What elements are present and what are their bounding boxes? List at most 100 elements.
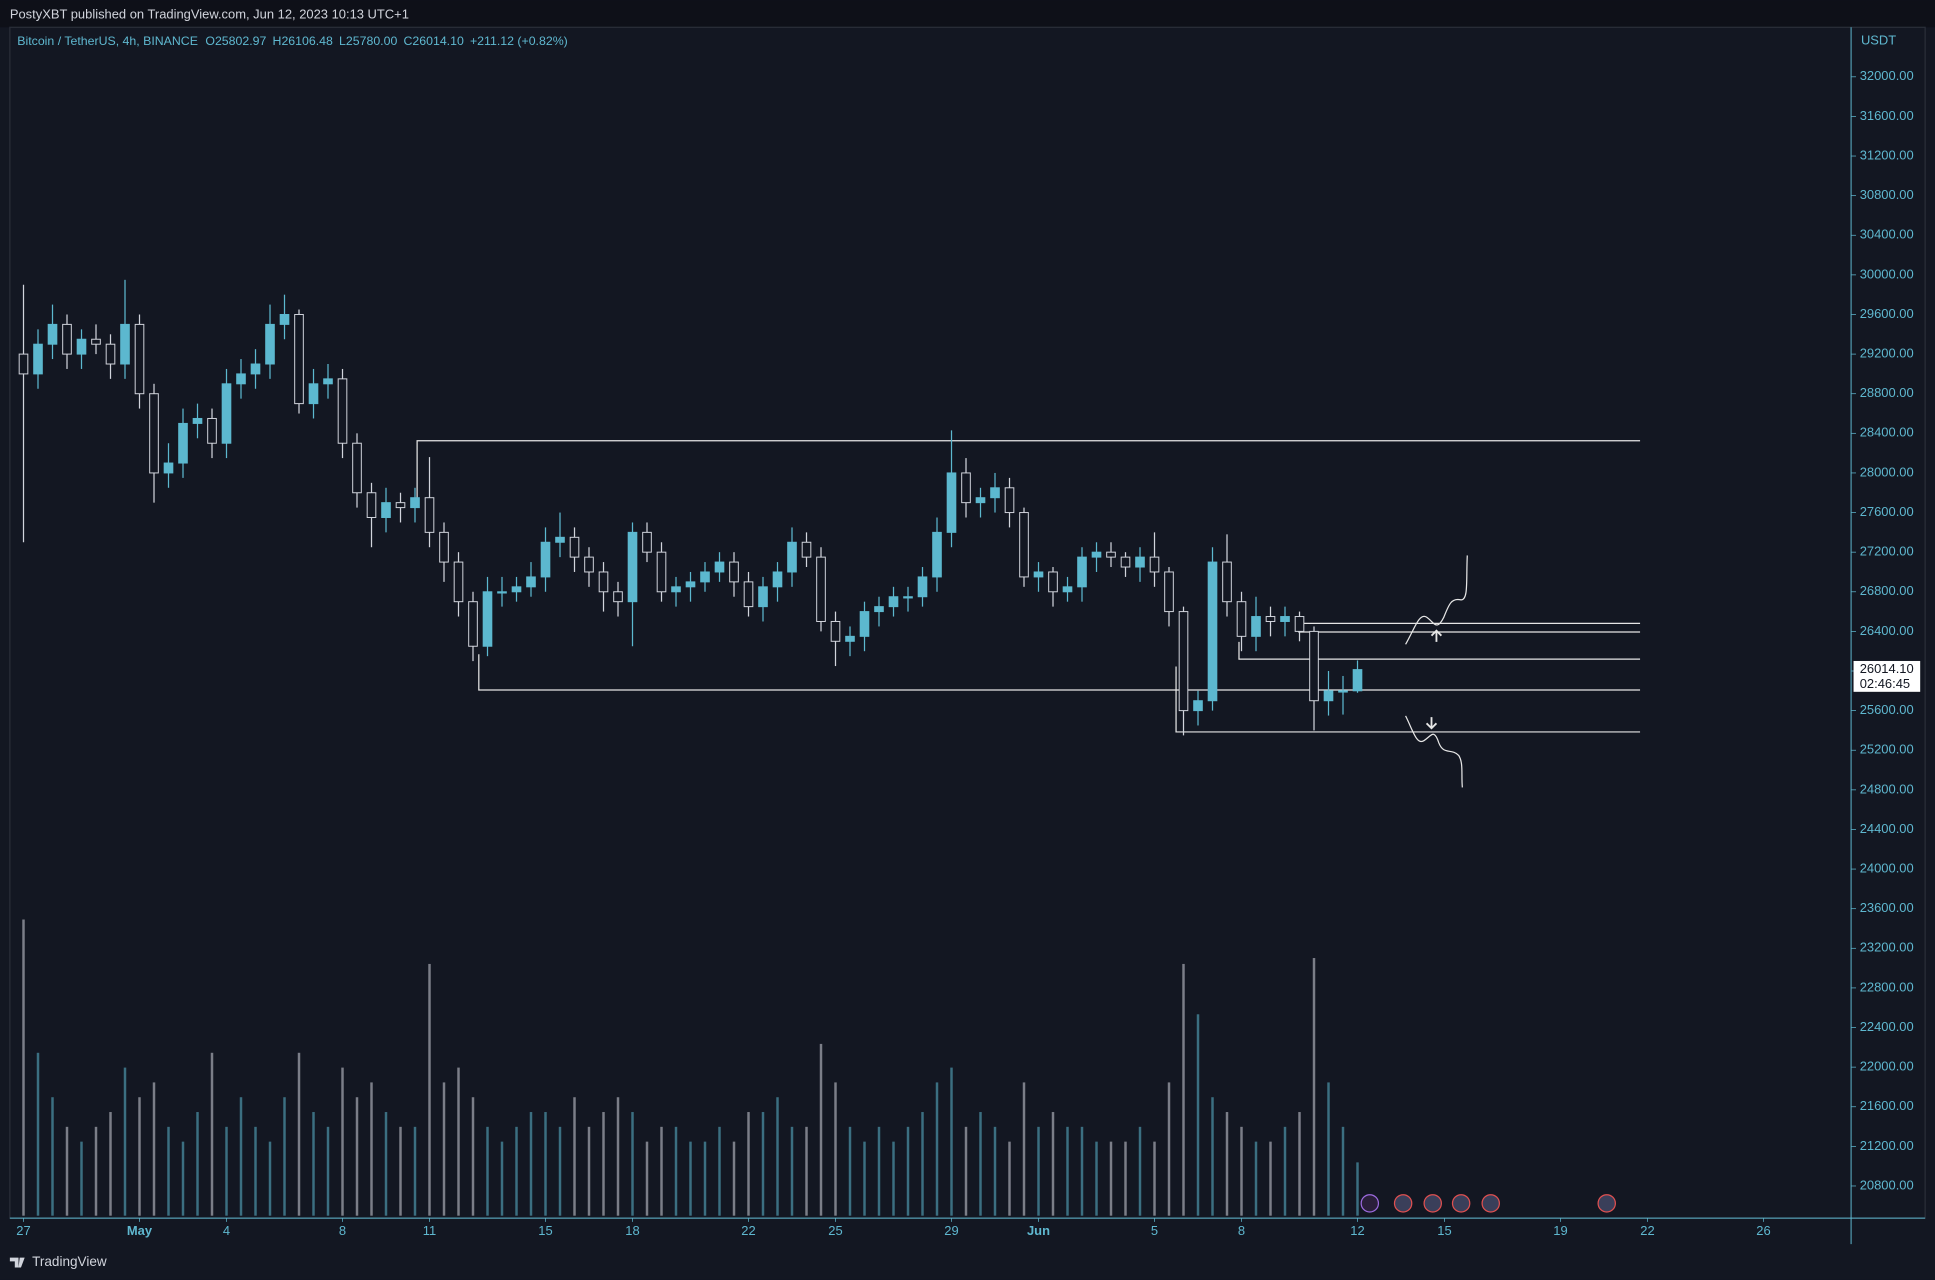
candle-body — [932, 531, 942, 578]
candle-body — [453, 561, 464, 603]
y-tick-label: 31600.00 — [1860, 108, 1914, 123]
up-arrow — [1430, 629, 1443, 642]
candle-body — [1309, 630, 1319, 702]
volume-bar — [254, 1126, 257, 1216]
y-tick-label: 24000.00 — [1860, 860, 1914, 875]
candle-body — [526, 576, 536, 588]
volume-bar — [297, 1052, 301, 1216]
candle-body — [1222, 561, 1232, 603]
volume-bar — [892, 1141, 895, 1216]
legend-value: 26014.10 — [412, 34, 464, 48]
candle-body — [1352, 669, 1363, 692]
volume-bar — [442, 1082, 446, 1216]
y-tick-label: 24400.00 — [1860, 821, 1914, 836]
candle-body — [1135, 556, 1145, 568]
candle-body — [830, 620, 841, 642]
volume-bar — [94, 1126, 98, 1216]
candle-body — [642, 531, 652, 553]
candle-body — [33, 343, 43, 375]
publisher: PostyXBT published on TradingView.com, J… — [10, 6, 409, 21]
legend: Bitcoin / TetherUS, 4h, BINANCE O25802.97… — [17, 34, 568, 48]
volume-bar — [979, 1112, 982, 1216]
candle-body — [511, 586, 522, 593]
candle-body — [627, 531, 638, 603]
volume-bar — [1211, 1097, 1214, 1216]
volume-bar — [660, 1126, 663, 1216]
y-tick-label: 23600.00 — [1860, 900, 1914, 915]
volume-bar — [950, 1067, 953, 1216]
volume-bar — [747, 1112, 750, 1216]
candle-body — [1323, 690, 1334, 702]
y-tick-label: 28000.00 — [1860, 464, 1914, 479]
volume-bar — [384, 1112, 388, 1216]
candle-body — [671, 586, 681, 593]
candle-body — [120, 323, 130, 365]
event-icon — [1481, 1194, 1500, 1213]
last-price-box — [1853, 660, 1921, 692]
candle-body — [1062, 586, 1073, 593]
candle-body — [221, 383, 232, 444]
volume-bar — [500, 1141, 504, 1216]
y-tick-label: 23200.00 — [1860, 940, 1914, 955]
volume-bar — [703, 1141, 707, 1216]
candle-body — [569, 536, 580, 558]
candle-body — [192, 417, 203, 424]
volume-bar — [1269, 1141, 1272, 1216]
candle-body — [395, 502, 406, 509]
candle-body — [1207, 561, 1218, 702]
x-tick-label: Jun — [1027, 1223, 1050, 1238]
candle-body — [323, 378, 333, 385]
x-tick-label: 22 — [1640, 1223, 1654, 1238]
candle-body — [801, 541, 812, 558]
candle-body — [1236, 601, 1247, 637]
candle-body — [816, 556, 826, 622]
x-tick-label: 15 — [538, 1223, 552, 1238]
candle-body — [961, 472, 971, 504]
bullish-path — [1405, 555, 1468, 645]
y-tick-label: 25600.00 — [1860, 702, 1914, 717]
x-tick-label: 11 — [423, 1223, 436, 1238]
candle-body — [294, 313, 304, 405]
candle-body — [1033, 571, 1044, 578]
candle-body — [613, 591, 623, 603]
candle-body — [743, 581, 754, 608]
volume-bar — [834, 1082, 837, 1216]
candle-body — [439, 531, 449, 563]
x-tick-label: May — [127, 1223, 153, 1238]
volume-bars — [22, 919, 1359, 1216]
y-tick-label: 20800.00 — [1860, 1177, 1914, 1192]
volume-bar — [1283, 1126, 1287, 1216]
volume-bar — [138, 1097, 141, 1216]
volume-bar — [1341, 1126, 1345, 1216]
candle-body — [1091, 551, 1102, 558]
candle-body — [308, 383, 319, 405]
volume-bar — [645, 1141, 649, 1216]
volume-bar — [689, 1141, 692, 1216]
legend-value: 25802.97 — [215, 34, 267, 48]
volume-bar — [239, 1097, 243, 1216]
candle-body — [178, 422, 188, 464]
volume-bar — [761, 1112, 765, 1216]
y-tick-label: 27200.00 — [1860, 544, 1914, 559]
currency: USDT — [1861, 32, 1896, 47]
candle-body — [381, 502, 391, 518]
volume-bar — [123, 1067, 127, 1216]
volume-bar — [819, 1043, 823, 1216]
candle-body — [772, 571, 783, 588]
candle-body — [1004, 487, 1015, 514]
volume-bar — [906, 1126, 910, 1216]
candle-body — [1338, 690, 1348, 693]
volume-bar — [326, 1126, 330, 1216]
footer-logo — [9, 1257, 25, 1268]
volume-bar — [167, 1126, 170, 1216]
candle-body — [1294, 616, 1305, 632]
y-tick-label: 28800.00 — [1860, 385, 1914, 400]
candle-body — [265, 323, 275, 365]
candle-body — [236, 373, 246, 385]
x-tick-label: 15 — [1437, 1223, 1451, 1238]
volume-bar — [1167, 1082, 1171, 1216]
volume-bar — [1298, 1112, 1301, 1216]
y-tick-label: 27600.00 — [1860, 504, 1914, 519]
volume-bar — [1109, 1141, 1113, 1216]
